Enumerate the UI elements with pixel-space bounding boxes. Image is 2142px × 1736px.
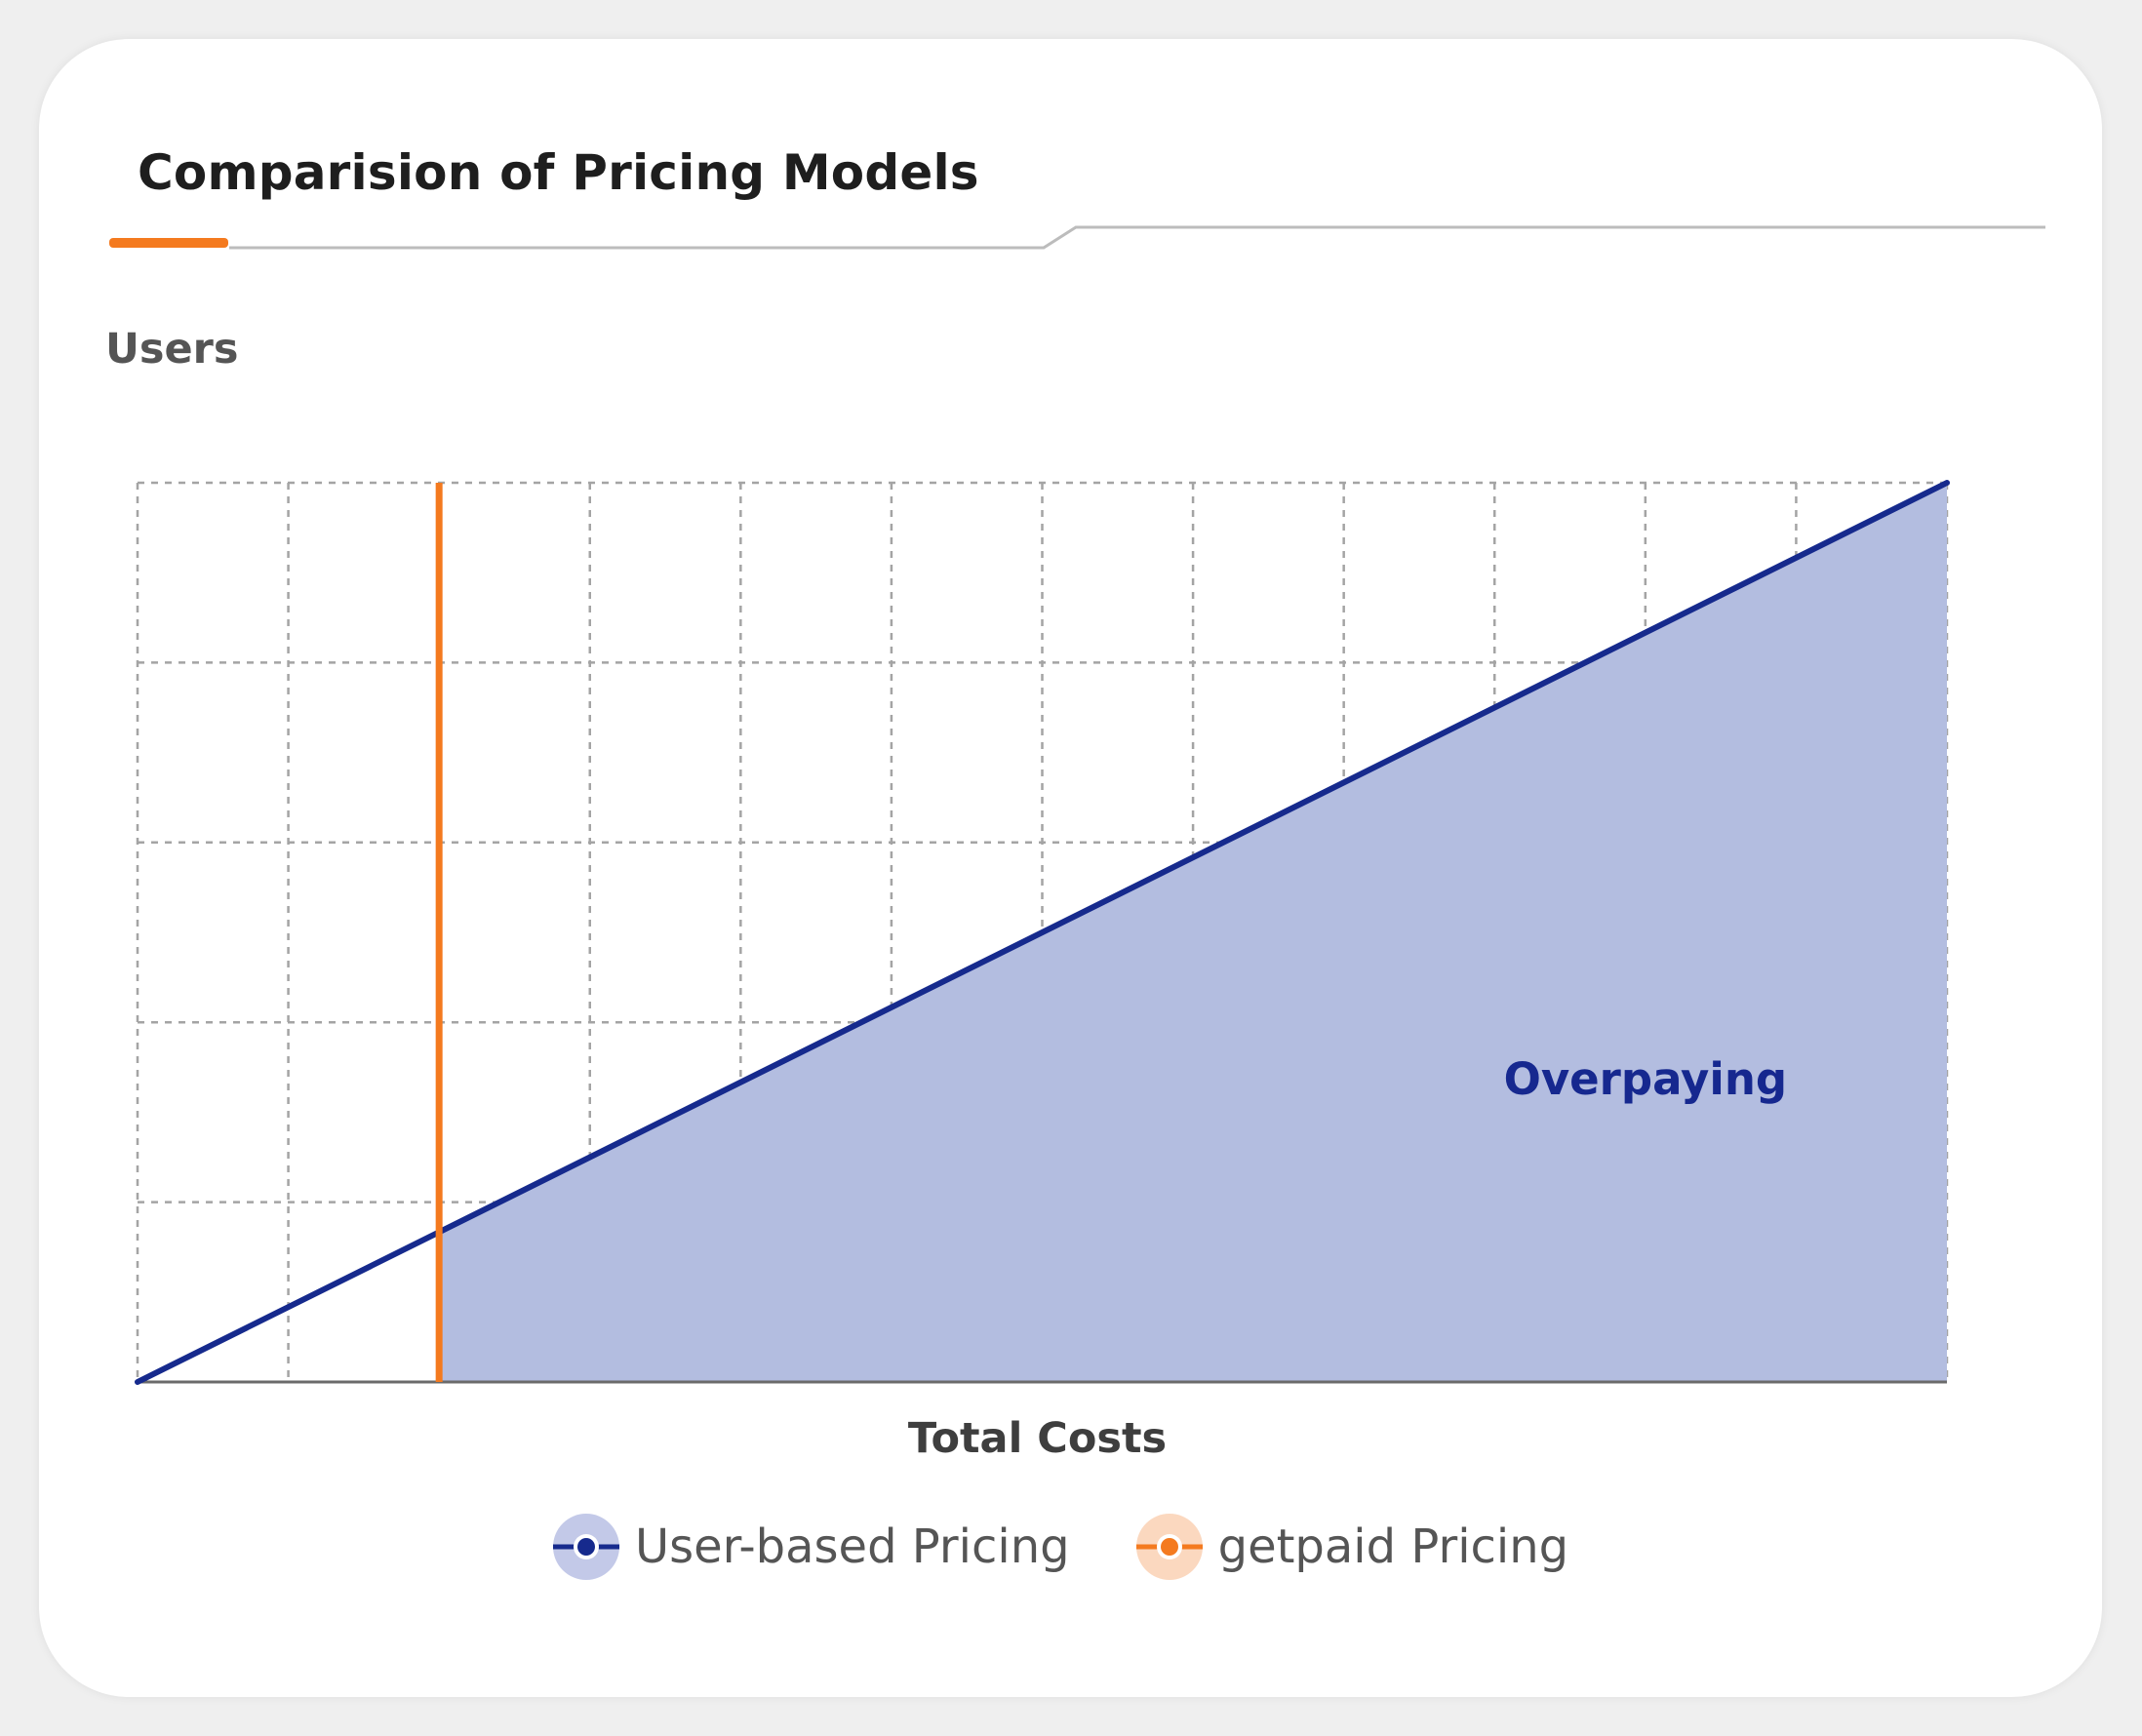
- chart-card: Comparision of Pricing Models Overpaying…: [39, 39, 2102, 1697]
- legend-label-getpaid-pricing: getpaid Pricing: [1217, 1519, 1569, 1574]
- legend-marker-icon: [553, 1514, 619, 1580]
- chart-grid: [136, 481, 1949, 1384]
- x-axis-label: Total Costs: [908, 1414, 1167, 1463]
- y-axis-label: Users: [105, 325, 238, 374]
- legend-item-user-based-pricing[interactable]: User-based Pricing: [553, 1514, 1070, 1580]
- overpaying-area: [439, 483, 1948, 1382]
- legend-label-user-based-pricing: User-based Pricing: [635, 1519, 1070, 1574]
- series-line-user-based-pricing: [135, 480, 1950, 1385]
- legend-marker-icon: [1135, 1514, 1203, 1580]
- title-accent-bar: [109, 238, 228, 248]
- overpaying-annotation: Overpaying: [1504, 1053, 1788, 1105]
- chart-title: Comparision of Pricing Models: [138, 144, 979, 201]
- legend-item-getpaid-pricing[interactable]: getpaid Pricing: [1135, 1514, 1569, 1580]
- chart-legend: User-based Pricing getpaid Pricing: [553, 1514, 1568, 1580]
- pricing-chart: Overpaying Users Total Costs: [105, 325, 1950, 1463]
